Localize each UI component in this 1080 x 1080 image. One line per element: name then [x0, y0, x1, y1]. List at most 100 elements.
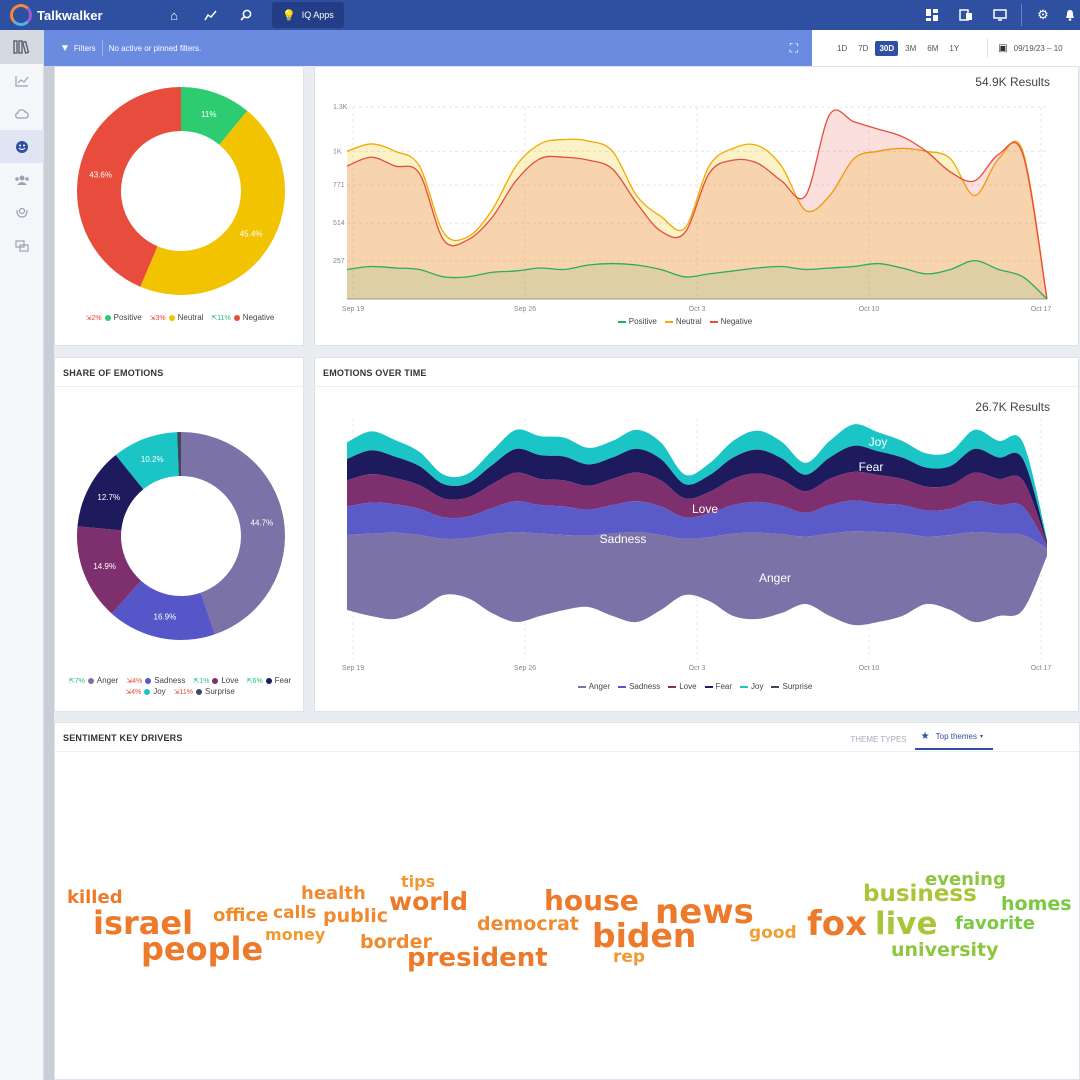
arrow-down-icon: ⇲3% [149, 314, 166, 322]
fullscreen-icon[interactable]: ⛶ [789, 40, 798, 55]
legend-item-fear[interactable]: ⇱6% Fear [247, 676, 291, 685]
audience-icon[interactable] [0, 163, 44, 196]
legend-label: Sadness [154, 676, 186, 685]
sidebar-divider [44, 30, 54, 1080]
reports-icon[interactable] [949, 0, 983, 30]
analytics-icon[interactable] [192, 0, 228, 30]
word-president[interactable]: president [407, 943, 548, 973]
sentiment-face-icon[interactable] [0, 130, 44, 163]
legend-label: Joy [153, 687, 166, 696]
range-button-7d[interactable]: 7D [858, 43, 869, 53]
word-biden[interactable]: biden [592, 916, 697, 955]
legend-item-joy[interactable]: Joy [740, 682, 763, 691]
stream-label-sadness: Sadness [600, 532, 647, 546]
y-tick-label: 514 [333, 220, 345, 227]
notifications-icon[interactable] [1060, 0, 1080, 30]
filter-funnel-icon[interactable]: ▼ [60, 42, 70, 54]
donut-slice-anger [181, 432, 285, 635]
legend-item-anger[interactable]: ⇱7% Anger [69, 676, 118, 685]
word-calls[interactable]: calls [273, 903, 317, 923]
home-icon[interactable]: ⌂ [170, 7, 178, 23]
legend-item-anger[interactable]: Anger [577, 682, 610, 691]
filters-button[interactable]: Filters [73, 43, 96, 53]
divider [101, 40, 103, 56]
legend-item-fear[interactable]: Fear [704, 682, 732, 691]
slice-label-fear: 12.7% [97, 493, 120, 502]
legend-item-positive[interactable]: ⇲2% Positive [86, 313, 142, 322]
conversation-icon[interactable] [0, 229, 44, 262]
range-button-1y[interactable]: 1Y [949, 43, 960, 53]
top-themes-dropdown[interactable]: ★ Top themes ▾ [914, 731, 993, 750]
legend-item-neutral[interactable]: Neutral [664, 317, 702, 326]
search-icon[interactable] [228, 0, 264, 30]
range-button-30d[interactable]: 30D [875, 40, 899, 56]
legend-item-joy[interactable]: ⇲4% Joy [125, 687, 165, 696]
word-news[interactable]: news [655, 892, 754, 932]
word-homes[interactable]: homes [1001, 893, 1072, 915]
word-people[interactable]: people [141, 930, 264, 968]
arrow-up-icon: ⇱7% [68, 677, 85, 685]
calendar-icon[interactable]: ▣ [998, 42, 1008, 54]
word-world[interactable]: world [389, 887, 469, 916]
trend-chart-icon[interactable] [0, 64, 44, 97]
slice-label-neutral: 45.4% [240, 230, 263, 239]
legend-item-negative[interactable]: Negative [709, 317, 752, 326]
word-evening[interactable]: evening [925, 869, 1006, 890]
word-killed[interactable]: killed [67, 887, 123, 908]
x-tick-label: Oct 10 [859, 306, 880, 313]
legend-item-sadness[interactable]: Sadness [618, 682, 660, 691]
legend-item-surprise[interactable]: ⇲11% Surprise [174, 687, 235, 696]
word-democrat[interactable]: democrat [477, 913, 579, 935]
word-israel[interactable]: israel [93, 904, 194, 942]
word-public[interactable]: public [323, 905, 389, 927]
dashboard-icon[interactable] [915, 0, 949, 30]
range-button-1d[interactable]: 1D [837, 43, 848, 53]
word-good[interactable]: good [749, 923, 797, 943]
panel-title: SENTIMENT KEY DRIVERS [63, 733, 183, 743]
word-tips[interactable]: tips [401, 872, 436, 891]
date-value[interactable]: 09/19/23 – 10 [1013, 43, 1063, 53]
sentiment-legend: ⇲2% Positive ⇲3% Neutral ⇱11% Negative [75, 313, 285, 322]
word-live[interactable]: live [875, 906, 938, 942]
legend-dot [168, 314, 175, 321]
word-office[interactable]: office [213, 905, 269, 926]
word-house[interactable]: house [544, 884, 639, 917]
legend-item-neutral[interactable]: ⇲3% Neutral [150, 313, 204, 322]
arrow-down-icon: ⇲4% [126, 677, 143, 685]
range-button-3m[interactable]: 3M [905, 43, 917, 53]
legend-item-sadness[interactable]: ⇲4% Sadness [126, 676, 185, 685]
donut-slice-neutral [140, 110, 286, 296]
word-money[interactable]: money [265, 925, 326, 944]
influencer-icon[interactable] [0, 196, 44, 229]
legend-item-negative[interactable]: ⇱11% Negative [211, 313, 274, 322]
word-university[interactable]: university [891, 939, 999, 961]
talkwalker-logo[interactable]: Talkwalker [10, 4, 150, 26]
legend-item-love[interactable]: Love [668, 682, 697, 691]
left-sidebar [0, 30, 44, 1080]
word-health[interactable]: health [301, 883, 366, 904]
legend-dot [196, 688, 202, 695]
legend-swatch [664, 320, 673, 323]
settings-gear-icon[interactable]: ⚙ [1037, 7, 1049, 22]
donut-slice-joy [115, 432, 179, 490]
stream-label-anger: Anger [759, 571, 791, 585]
sentiment-key-drivers-panel: SENTIMENT KEY DRIVERS THEME TYPES ★ Top … [54, 722, 1080, 1080]
iq-apps-tab[interactable]: 💡 IQ Apps [272, 2, 344, 28]
library-icon[interactable] [0, 30, 44, 64]
word-border[interactable]: border [360, 931, 432, 953]
monitor-icon[interactable] [983, 0, 1017, 30]
word-favorite[interactable]: favorite [955, 913, 1035, 934]
legend-item-surprise[interactable]: Surprise [771, 682, 812, 691]
legend-label: Love [679, 682, 697, 691]
arrow-down-icon: ⇲4% [125, 688, 142, 696]
word-fox[interactable]: fox [807, 904, 868, 944]
stream-layer-fear [347, 445, 1047, 544]
filter-bar: ▼ Filters No active or pinned filters. ⛶ [44, 30, 812, 66]
word-rep[interactable]: rep [613, 947, 646, 967]
legend-item-positive[interactable]: Positive [617, 317, 657, 326]
word-business[interactable]: business [863, 881, 977, 907]
legend-item-love[interactable]: ⇱1% Love [193, 676, 238, 685]
cloud-icon[interactable] [0, 97, 44, 130]
range-button-6m[interactable]: 6M [927, 43, 939, 53]
donut-slice-surprise [177, 432, 181, 477]
